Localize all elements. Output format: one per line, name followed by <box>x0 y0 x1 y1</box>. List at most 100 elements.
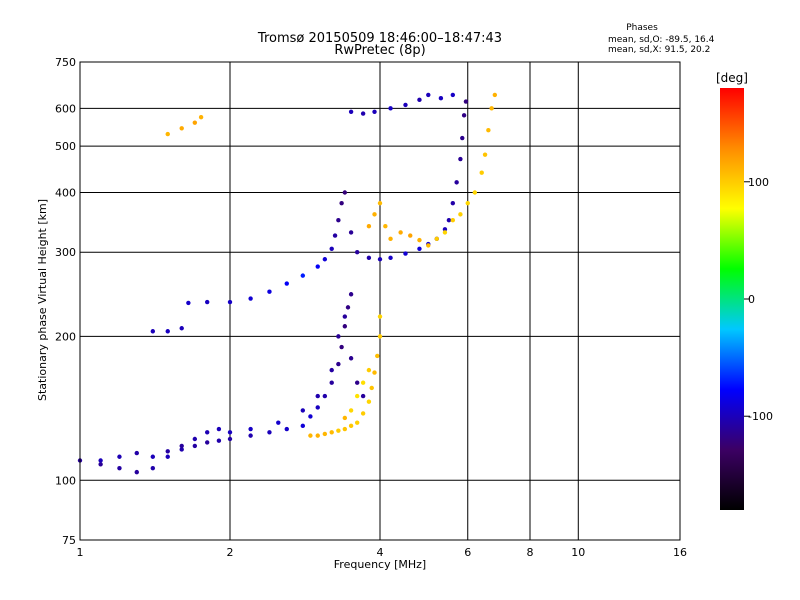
data-point <box>336 428 341 433</box>
x-axis-ticks: 1 2 4 6 8 10 16 <box>77 546 688 559</box>
x-tick-label: 2 <box>227 546 234 559</box>
data-point <box>377 314 383 319</box>
data-point <box>322 393 328 399</box>
data-point <box>165 131 170 137</box>
data-point <box>434 236 439 242</box>
colorbar-label: [deg] <box>716 71 748 85</box>
x-tick-label: 10 <box>571 546 585 559</box>
data-point <box>134 469 139 475</box>
data-point <box>472 190 478 195</box>
data-point <box>348 109 354 115</box>
data-point <box>360 380 366 385</box>
data-point <box>322 431 328 437</box>
data-point <box>348 423 354 429</box>
x-tick-label: 16 <box>673 546 687 559</box>
x-tick-label: 6 <box>464 546 471 559</box>
data-point <box>342 314 348 319</box>
phase-o-stats: mean, sd,O: -89.5, 16.4 <box>608 35 715 45</box>
data-point <box>308 414 313 419</box>
data-point <box>417 246 422 251</box>
data-point <box>360 393 366 399</box>
data-point <box>150 454 156 459</box>
data-point <box>198 114 204 120</box>
data-point <box>366 224 372 229</box>
data-point <box>216 426 222 432</box>
y-tick-label: 300 <box>55 246 76 259</box>
data-point <box>300 273 306 278</box>
data-point <box>377 334 383 339</box>
plot-grid <box>79 61 681 541</box>
data-point <box>408 233 413 238</box>
data-point <box>450 200 456 206</box>
data-point <box>403 102 408 108</box>
plot-points <box>77 92 498 475</box>
data-point <box>482 152 488 157</box>
data-point <box>300 423 306 429</box>
data-point <box>348 356 354 361</box>
phase-heading: Phases <box>626 23 658 33</box>
colorbar-tick-label: 0 <box>748 293 755 306</box>
data-point <box>179 443 184 449</box>
data-point <box>460 135 465 141</box>
data-point <box>165 329 170 334</box>
data-point <box>248 426 253 432</box>
x-tick-label: 1 <box>77 546 84 559</box>
data-point <box>216 438 222 443</box>
y-axis-label: Stationary phase Virtual Height [km] <box>36 199 49 401</box>
data-point <box>360 411 366 416</box>
data-point <box>315 405 320 410</box>
data-point <box>348 292 354 297</box>
colorbar-tick-label: 100 <box>748 176 769 189</box>
data-point <box>339 344 344 350</box>
data-point <box>348 230 354 235</box>
phase-x-stats: mean, sd,X: 91.5, 20.2 <box>608 45 710 55</box>
x-tick-label: 4 <box>377 546 384 559</box>
data-point <box>308 433 313 438</box>
data-point <box>315 433 320 438</box>
data-point <box>458 212 463 217</box>
data-point <box>438 95 444 101</box>
colorbar <box>720 88 744 510</box>
y-tick-label: 75 <box>62 534 76 547</box>
data-point <box>348 408 354 413</box>
data-point <box>227 436 233 442</box>
data-point <box>329 430 334 435</box>
data-point <box>248 433 253 438</box>
data-point <box>388 106 393 111</box>
y-axis-ticks: 75 100 200 300 400 500 600 750 <box>55 56 76 547</box>
data-point <box>446 218 452 223</box>
data-point <box>388 236 393 242</box>
data-point <box>417 97 422 103</box>
data-point <box>329 380 334 385</box>
data-point <box>186 300 191 306</box>
data-point <box>377 200 383 206</box>
data-point <box>336 334 341 339</box>
data-point <box>204 299 210 305</box>
data-point <box>375 353 380 359</box>
data-point <box>354 393 360 399</box>
y-tick-label: 750 <box>55 56 76 69</box>
data-point <box>369 385 374 391</box>
y-tick-label: 200 <box>55 330 76 343</box>
data-point <box>454 180 459 185</box>
data-point <box>372 370 377 375</box>
chart-title: Tromsø 20150509 18:46:00–18:47:43 <box>257 31 502 46</box>
data-point <box>117 454 122 459</box>
data-point <box>489 106 494 111</box>
data-point <box>315 393 320 399</box>
data-point <box>165 454 170 459</box>
data-point <box>403 251 408 256</box>
y-tick-label: 600 <box>55 102 76 115</box>
y-tick-label: 100 <box>55 474 76 487</box>
data-point <box>442 227 448 232</box>
data-point <box>450 92 456 98</box>
data-point <box>150 329 156 334</box>
x-tick-label: 8 <box>527 546 534 559</box>
data-point <box>360 111 366 116</box>
data-point <box>276 420 281 425</box>
data-point <box>372 212 377 217</box>
data-point <box>267 430 272 435</box>
colorbar-tick-label: -100 <box>748 410 773 423</box>
data-point <box>204 440 210 445</box>
